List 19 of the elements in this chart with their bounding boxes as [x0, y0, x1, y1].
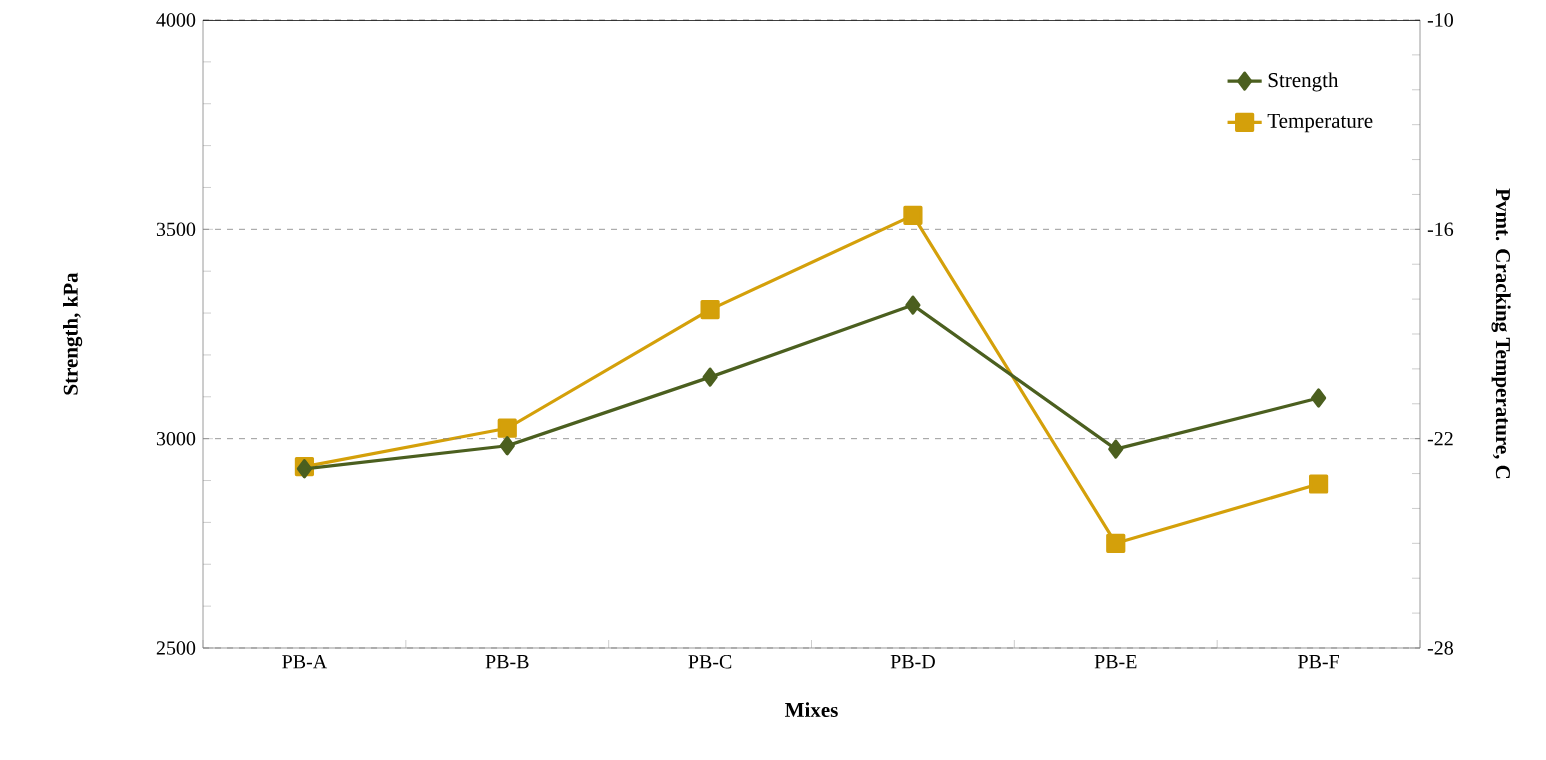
- legend-label: Temperature: [1267, 113, 1373, 133]
- legend-label: Strength: [1268, 72, 1339, 92]
- y-tick-label: 3500: [156, 222, 196, 237]
- y-axis-title: Strength, kPa: [63, 272, 83, 395]
- x-axis-title: Mixes: [785, 702, 838, 718]
- y2-tick-label: -10: [1427, 13, 1453, 27]
- x-tick-label: PB-A: [282, 655, 328, 669]
- x-tick-label: PB-C: [688, 655, 732, 669]
- y-tick-label: 2500: [156, 641, 196, 655]
- x-tick-label: PB-F: [1298, 655, 1339, 669]
- y-tick-label: 4000: [156, 13, 196, 27]
- x-tick-label: PB-D: [890, 655, 935, 669]
- x-tick-label: PB-E: [1094, 655, 1137, 669]
- y2-axis-title: Pvmt. Cracking Temperature, C: [1491, 188, 1511, 479]
- y2-tick-label: -28: [1427, 641, 1453, 655]
- y2-tick-label: -16: [1427, 222, 1454, 237]
- x-tick-label: PB-B: [485, 655, 529, 669]
- y2-tick-label: -22: [1427, 432, 1453, 446]
- y-tick-label: 3000: [156, 431, 196, 446]
